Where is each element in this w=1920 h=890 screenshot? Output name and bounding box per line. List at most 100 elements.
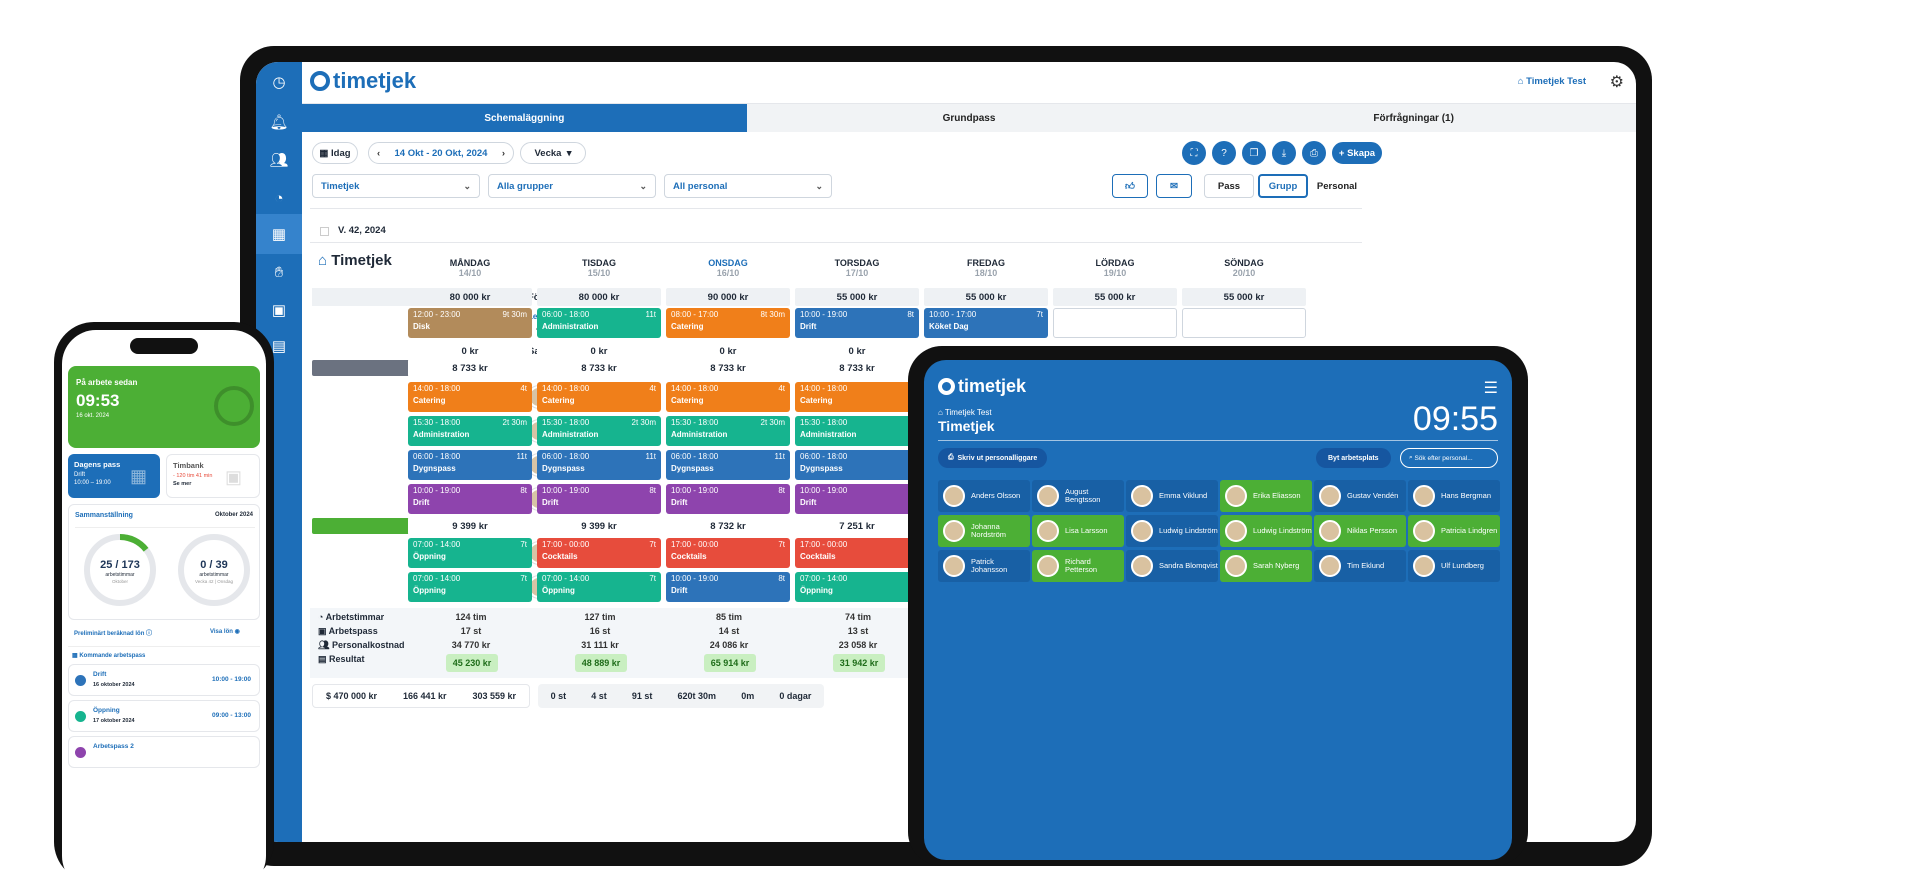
menu-icon[interactable]: ☰ — [1483, 380, 1498, 397]
date-range[interactable]: ‹ 14 Okt - 20 Okt, 2024 › — [368, 142, 514, 164]
sales-cell: 80 000 kr — [408, 288, 532, 306]
workplace-link[interactable]: ⌂ Timetjek Test — [1518, 76, 1586, 87]
tab-schemalaggning[interactable]: Schemaläggning — [302, 104, 747, 132]
next-arrow-icon[interactable]: › — [501, 147, 505, 159]
shift-block[interactable]: 10:00 - 19:00 8t Drift — [666, 572, 790, 602]
staff-card[interactable]: Ludwig Lindström — [1220, 515, 1312, 547]
today-button[interactable]: ▦ Idag — [312, 142, 358, 164]
dashboard-icon[interactable]: ◷ — [272, 74, 286, 91]
upcoming-item[interactable]: Öppning 17 oktober 2024 09:00 - 13:00 — [68, 700, 260, 732]
print-icon[interactable]: ⎙ — [1302, 141, 1326, 165]
shift-block[interactable]: 17:00 - 00:00 7t Cocktails — [666, 538, 790, 568]
tab-forfragningar[interactable]: Förfrågningar (1) — [1191, 104, 1636, 132]
copy-icon[interactable]: ❐ — [1242, 141, 1266, 165]
summary-result: 65 914 kr — [704, 654, 756, 672]
shift-time-row: 06:00 - 18:00 11t — [542, 452, 656, 461]
staff-card[interactable]: August Bengtsson — [1032, 480, 1124, 512]
open-shift[interactable]: 12:00 - 23:00 9t 30m Disk — [408, 308, 532, 338]
shift-block[interactable]: 14:00 - 18:00 Catering — [795, 382, 919, 412]
group-filter[interactable]: Alla grupper ⌄ — [488, 174, 656, 198]
phone-notch — [130, 338, 198, 354]
staff-card[interactable]: Ludwig Lindström — [1126, 515, 1218, 547]
message-icon[interactable]: ✉ — [1156, 174, 1192, 198]
shift-block[interactable]: 10:00 - 19:00 8t Drift — [666, 484, 790, 514]
empty-slot[interactable] — [1053, 308, 1177, 338]
shift-block[interactable]: 07:00 - 14:00 Öppning — [795, 572, 919, 602]
create-button[interactable]: + Skapa — [1332, 142, 1382, 164]
help-icon[interactable]: ? — [1212, 141, 1236, 165]
upcoming-item[interactable]: Drift 16 oktober 2024 10:00 - 19:00 — [68, 664, 260, 696]
toggle-pass[interactable]: Pass — [1204, 174, 1254, 198]
staff-card[interactable]: Lisa Larsson — [1032, 515, 1124, 547]
shift-block[interactable]: 07:00 - 14:00 7t Öppning — [537, 572, 661, 602]
book-icon[interactable]: ▤ — [271, 338, 287, 355]
open-shift[interactable]: 10:00 - 17:00 7t Köket Dag — [924, 308, 1048, 338]
empty-slot[interactable] — [1182, 308, 1306, 338]
shift-block[interactable]: 06:00 - 18:00 Dygnspass — [795, 450, 919, 480]
staff-card[interactable]: Sandra Blomqvist — [1126, 550, 1218, 582]
payroll-icon[interactable]: ✋︎ — [274, 263, 284, 281]
tab-grundpass[interactable]: Grundpass — [746, 104, 1192, 132]
shift-block[interactable]: 15:30 - 18:00 2t 30m Administration — [537, 416, 661, 446]
workplace-filter[interactable]: Timetjek ⌄ — [312, 174, 480, 198]
see-more-link[interactable]: Se mer — [173, 481, 192, 487]
open-shift[interactable]: 10:00 - 19:00 8t Drift — [795, 308, 919, 338]
calendar-icon[interactable]: ▦ — [256, 214, 302, 254]
download-icon[interactable]: ⤓ — [1272, 141, 1296, 165]
open-shift[interactable]: 06:00 - 18:00 11t Administration — [537, 308, 661, 338]
staff-card[interactable]: Sarah Nyberg — [1220, 550, 1312, 582]
staff-card[interactable]: Hans Bergman — [1408, 480, 1500, 512]
shift-block[interactable]: 14:00 - 18:00 4t Catering — [666, 382, 790, 412]
shift-block[interactable]: 06:00 - 18:00 11t Dygnspass — [666, 450, 790, 480]
staff-card[interactable]: Niklas Persson — [1314, 515, 1406, 547]
view-select[interactable]: Vecka ▾ — [520, 142, 586, 164]
staff-card[interactable]: Ulf Lundberg — [1408, 550, 1500, 582]
staff-search-input[interactable]: ⌕ Sök efter personal... — [1400, 448, 1498, 468]
fullscreen-icon[interactable]: ⛶ — [1182, 141, 1206, 165]
shift-block[interactable]: 15:30 - 18:00 2t 30m Administration — [408, 416, 532, 446]
shift-block[interactable]: 14:00 - 18:00 4t Catering — [537, 382, 661, 412]
settings-icon[interactable]: ⚙ — [1609, 74, 1624, 91]
clock-icon[interactable]: ◔ — [274, 189, 284, 207]
shift-block[interactable]: 10:00 - 19:00 8t Drift — [408, 484, 532, 514]
users-icon[interactable]: 👥︎ — [269, 152, 289, 169]
staff-card[interactable]: Patrick Johansson — [938, 550, 1030, 582]
bell-icon[interactable]: 🔔︎ — [269, 114, 289, 131]
shift-block[interactable]: 06:00 - 18:00 11t Dygnspass — [408, 450, 532, 480]
show-pay-link[interactable]: Visa lön ◉ — [210, 628, 240, 635]
shift-block[interactable]: 10:00 - 19:00 Drift — [795, 484, 919, 514]
shift-block[interactable]: 15:30 - 18:00 Administration — [795, 416, 919, 446]
shift-block[interactable]: 06:00 - 18:00 11t Dygnspass — [537, 450, 661, 480]
shift-block[interactable]: 15:30 - 18:00 2t 30m Administration — [666, 416, 790, 446]
upcoming-item[interactable]: Arbetspass 2 — [68, 736, 260, 768]
shift-block[interactable]: 17:00 - 00:00 7t Cocktails — [537, 538, 661, 568]
timbank-card[interactable]: Timbank - 120 tim 41 min Se mer ▣ — [166, 454, 260, 498]
staff-card[interactable]: Gustav Vendén — [1314, 480, 1406, 512]
prelim-pay[interactable]: Preliminärt beräknad lön ⓘ — [74, 628, 152, 637]
staff-filter[interactable]: All personal ⌄ — [664, 174, 832, 198]
prev-arrow-icon[interactable]: ‹ — [377, 147, 381, 159]
working-card[interactable]: På arbete sedan 09:53 16 okt. 2024 — [68, 366, 260, 448]
staff-card[interactable]: Richard Petterson — [1032, 550, 1124, 582]
staff-card[interactable]: Patricia Lindgren — [1408, 515, 1500, 547]
shift-block[interactable]: 07:00 - 14:00 7t Öppning — [408, 538, 532, 568]
switch-workplace-button[interactable]: Byt arbetsplats — [1316, 448, 1391, 468]
print-log-button[interactable]: ⎙ Skriv ut personalliggare — [938, 448, 1048, 468]
todays-shift-card[interactable]: Dagens pass Drift 10:00 – 19:00 ▦ — [68, 454, 160, 498]
staff-card[interactable]: Tim Eklund — [1314, 550, 1406, 582]
staff-card[interactable]: Anders Olsson — [938, 480, 1030, 512]
shift-block[interactable]: 14:00 - 18:00 4t Catering — [408, 382, 532, 412]
select-all-checkbox[interactable] — [320, 227, 329, 236]
shift-block[interactable]: 07:00 - 14:00 7t Öppning — [408, 572, 532, 602]
shift-block[interactable]: 10:00 - 19:00 8t Drift — [537, 484, 661, 514]
toggle-personal[interactable]: Personal — [1312, 174, 1362, 198]
toggle-group[interactable]: Grupp — [1258, 174, 1308, 198]
staff-card[interactable]: Emma Viklund — [1126, 480, 1218, 512]
thumbs-up-icon[interactable]: 👍︎ — [1112, 174, 1148, 198]
staff-card[interactable]: Johanna Nordström — [938, 515, 1030, 547]
money-icon[interactable]: ▣ — [271, 302, 287, 319]
staff-card[interactable]: Erika Eliasson — [1220, 480, 1312, 512]
shift-role: Catering — [413, 396, 446, 405]
open-shift[interactable]: 08:00 - 17:00 8t 30m Catering — [666, 308, 790, 338]
shift-block[interactable]: 17:00 - 00:00 Cocktails — [795, 538, 919, 568]
